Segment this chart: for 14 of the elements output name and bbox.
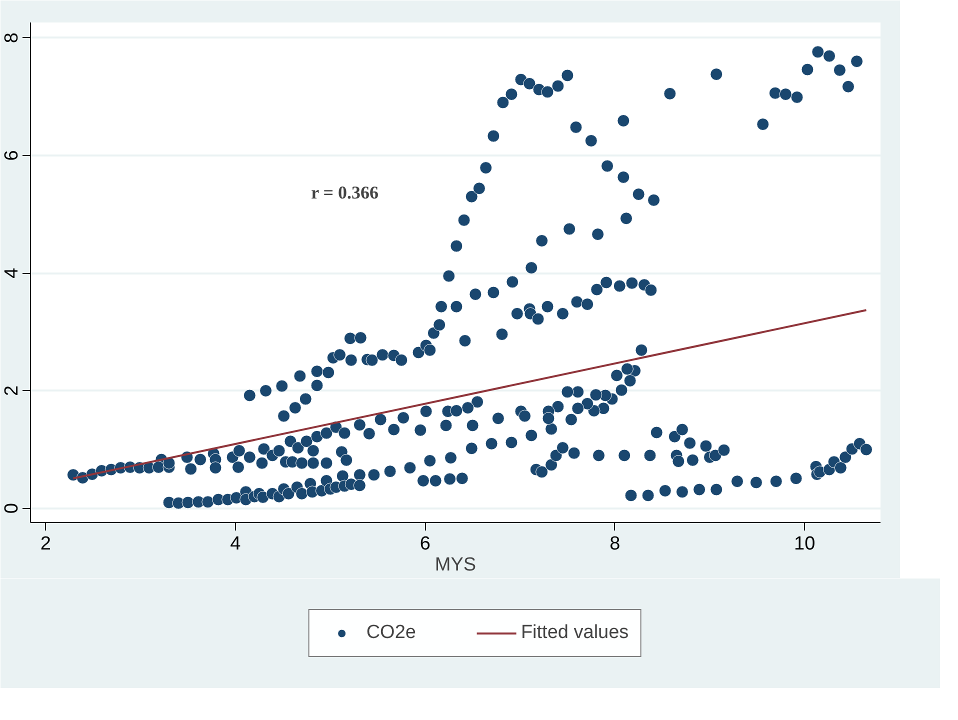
y-tick-label: 0 (2, 503, 22, 514)
x-tick-label: 8 (610, 534, 620, 554)
legend-label: Fitted values (520, 622, 629, 644)
y-tick-label: 4 (2, 267, 22, 278)
x-tick-label: 10 (794, 534, 816, 554)
x-axis-title: MYS (434, 554, 476, 576)
y-tick-label: 8 (2, 32, 22, 44)
x-tick-label: 2 (40, 534, 51, 554)
legend-label: CO2e (366, 622, 416, 644)
x-tick-label: 4 (230, 534, 242, 554)
annotation: r = 0.366 (311, 182, 379, 202)
y-tick-label: 6 (2, 150, 22, 161)
y-tick-label: 2 (2, 385, 22, 396)
x-tick-label: 6 (420, 534, 430, 554)
